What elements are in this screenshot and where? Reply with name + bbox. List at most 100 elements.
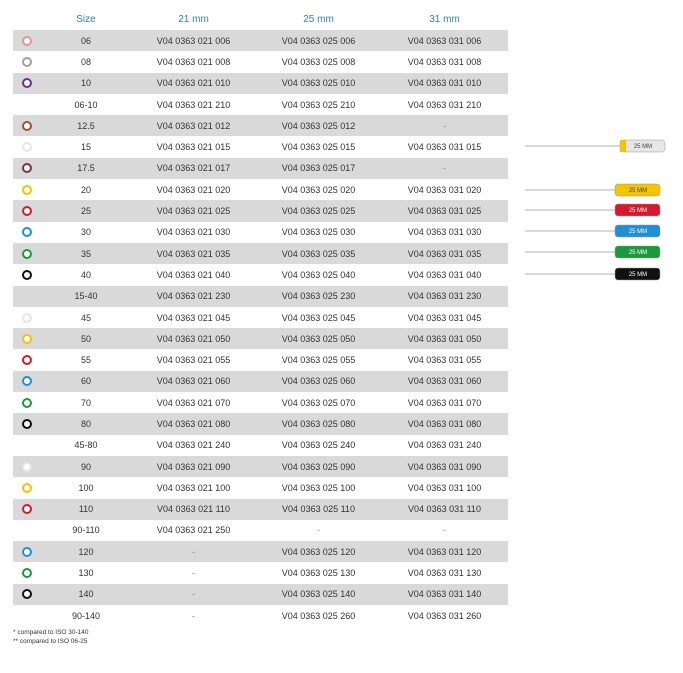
code-31mm-cell: V04 0363 031 080: [407, 418, 482, 429]
size-cell: 120: [78, 546, 94, 557]
color-ring-icon: [22, 35, 32, 46]
code-21mm-cell: V04 0363 021 070: [156, 397, 231, 408]
code-31mm-cell: V04 0363 031 100: [407, 482, 482, 493]
code-25mm-cell: V04 0363 025 090: [281, 461, 356, 472]
code-31mm-cell: V04 0363 031 020: [407, 184, 482, 195]
code-21mm-cell: V04 0363 021 090: [156, 461, 231, 472]
footnote-2: ** compared to ISO 06-25: [13, 638, 88, 645]
color-ring-icon: [22, 120, 32, 131]
code-21mm-cell: -: [192, 589, 195, 600]
footnote-1: * compared to ISO 30-140: [13, 629, 89, 636]
size-cell: 130: [78, 568, 94, 579]
size-cell: 30: [80, 227, 91, 238]
code-21mm-cell: V04 0363 021 250: [156, 525, 231, 536]
color-ring-icon: [22, 206, 32, 217]
code-21mm-cell: V04 0363 021 025: [156, 206, 231, 217]
color-cell: [13, 376, 41, 387]
table-row: 80 V04 0363 021 080 V04 0363 025 080 V04 03…: [13, 413, 508, 435]
size-cell: 90-110: [72, 525, 100, 536]
color-ring-icon: [22, 376, 32, 387]
file-label: 25 MM: [629, 229, 647, 235]
file-label: 25 MM: [629, 208, 647, 214]
color-ring-icon: [22, 56, 32, 67]
file-handle: [614, 203, 661, 217]
size-cell: 15-40: [74, 291, 98, 302]
color-cell: [13, 163, 41, 174]
table-body: 06 V04 0363 021 006 V04 0363 025 006 V04 03…: [13, 30, 508, 626]
code-25mm-cell: V04 0363 025 015: [281, 142, 356, 153]
code-21mm-cell: V04 0363 021 010: [156, 78, 231, 89]
color-ring-icon: [22, 269, 32, 280]
color-ring-icon: [22, 184, 32, 195]
code-25mm-cell: V04 0363 025 006: [281, 35, 356, 46]
table-row: 10 V04 0363 021 010 V04 0363 025 010 V04 03…: [13, 72, 508, 94]
table-row: 55 V04 0363 021 055 V04 0363 025 055 V04 03…: [13, 349, 508, 370]
file-label: 25 MM: [629, 250, 647, 256]
color-ring-icon: [22, 546, 32, 557]
table-row: 90-110 V04 0363 021 250 - -: [13, 520, 508, 541]
code-21mm-cell: -: [192, 546, 195, 557]
color-ring-icon: [22, 504, 32, 515]
code-21mm-cell: V04 0363 021 230: [156, 291, 231, 302]
color-cell: [13, 120, 41, 131]
code-31mm-cell: V04 0363 031 055: [407, 355, 482, 366]
color-cell: [13, 504, 41, 515]
table-row: 90-140 - V04 0363 025 260 V04 0363 031 260: [13, 605, 508, 626]
code-31mm-cell: V04 0363 031 010: [407, 78, 482, 89]
color-cell: [13, 482, 41, 493]
code-21mm-cell: V04 0363 021 020: [156, 184, 231, 195]
code-21mm-cell: V04 0363 021 055: [156, 355, 231, 366]
code-31mm-cell: V04 0363 031 240: [407, 440, 482, 451]
size-cell: 20: [80, 184, 91, 195]
code-31mm-cell: -: [443, 525, 446, 536]
code-25mm-cell: V04 0363 025 260: [281, 610, 356, 621]
table-row: 120 - V04 0363 025 120 V04 0363 031 120: [13, 541, 508, 563]
size-cell: 06-10: [74, 99, 98, 110]
code-25mm-cell: V04 0363 025 025: [281, 206, 356, 217]
table-header: Size 21 mm 25 mm 31 mm: [13, 8, 508, 30]
file-label: 25 MM: [634, 144, 652, 150]
code-21mm-cell: V04 0363 021 100: [156, 482, 231, 493]
file-3: 25 MM: [525, 203, 661, 217]
table-row: 50 V04 0363 021 050 V04 0363 025 050 V04 03…: [13, 328, 508, 350]
color-cell: [13, 568, 41, 579]
size-cell: 40: [80, 269, 91, 280]
code-31mm-cell: -: [443, 163, 446, 174]
file-5: 25 MM: [525, 245, 661, 259]
file-4: 25 MM: [525, 224, 661, 238]
size-cell: 50: [80, 333, 91, 344]
size-cell: 15: [80, 142, 91, 153]
color-cell: [13, 227, 41, 238]
table-row: 30 V04 0363 021 030 V04 0363 025 030 V04 03…: [13, 222, 508, 243]
footnotes: * compared to ISO 30-140 ** compared to …: [13, 628, 89, 646]
code-21mm-cell: V04 0363 021 015: [156, 142, 231, 153]
code-25mm-cell: V04 0363 025 130: [281, 568, 356, 579]
code-21mm-cell: V04 0363 021 240: [156, 440, 231, 451]
file-6: 25 MM: [525, 267, 661, 281]
color-cell: [13, 397, 41, 408]
color-cell: [13, 312, 41, 323]
table-row: 45-80 V04 0363 021 240 V04 0363 025 240 V04…: [13, 435, 508, 456]
code-21mm-cell: V04 0363 021 008: [156, 56, 231, 67]
color-ring-icon: [22, 312, 32, 323]
code-25mm-cell: V04 0363 025 017: [281, 163, 356, 174]
product-table: Size 21 mm 25 mm 31 mm 06 V04 0363 021 00…: [13, 8, 508, 626]
size-cell: 45-80: [74, 440, 98, 451]
code-25mm-cell: V04 0363 025 100: [281, 482, 356, 493]
table-row: 20 V04 0363 021 020 V04 0363 025 020 V04 03…: [13, 179, 508, 200]
color-ring-icon: [22, 248, 32, 259]
size-cell: 17.5: [77, 163, 95, 174]
color-ring-icon: [22, 163, 32, 174]
size-cell: 90: [80, 461, 91, 472]
code-21mm-cell: V04 0363 021 017: [156, 163, 231, 174]
color-cell: [13, 546, 41, 557]
code-31mm-cell: V04 0363 031 130: [407, 568, 482, 579]
code-25mm-cell: V04 0363 025 050: [281, 333, 356, 344]
code-25mm-cell: V04 0363 025 055: [281, 355, 356, 366]
size-cell: 55: [80, 355, 91, 366]
file-label: 25 MM: [629, 272, 647, 278]
size-cell: 35: [80, 248, 91, 259]
size-cell: 100: [78, 482, 94, 493]
color-ring-icon: [22, 227, 32, 238]
color-ring-icon: [22, 78, 32, 89]
